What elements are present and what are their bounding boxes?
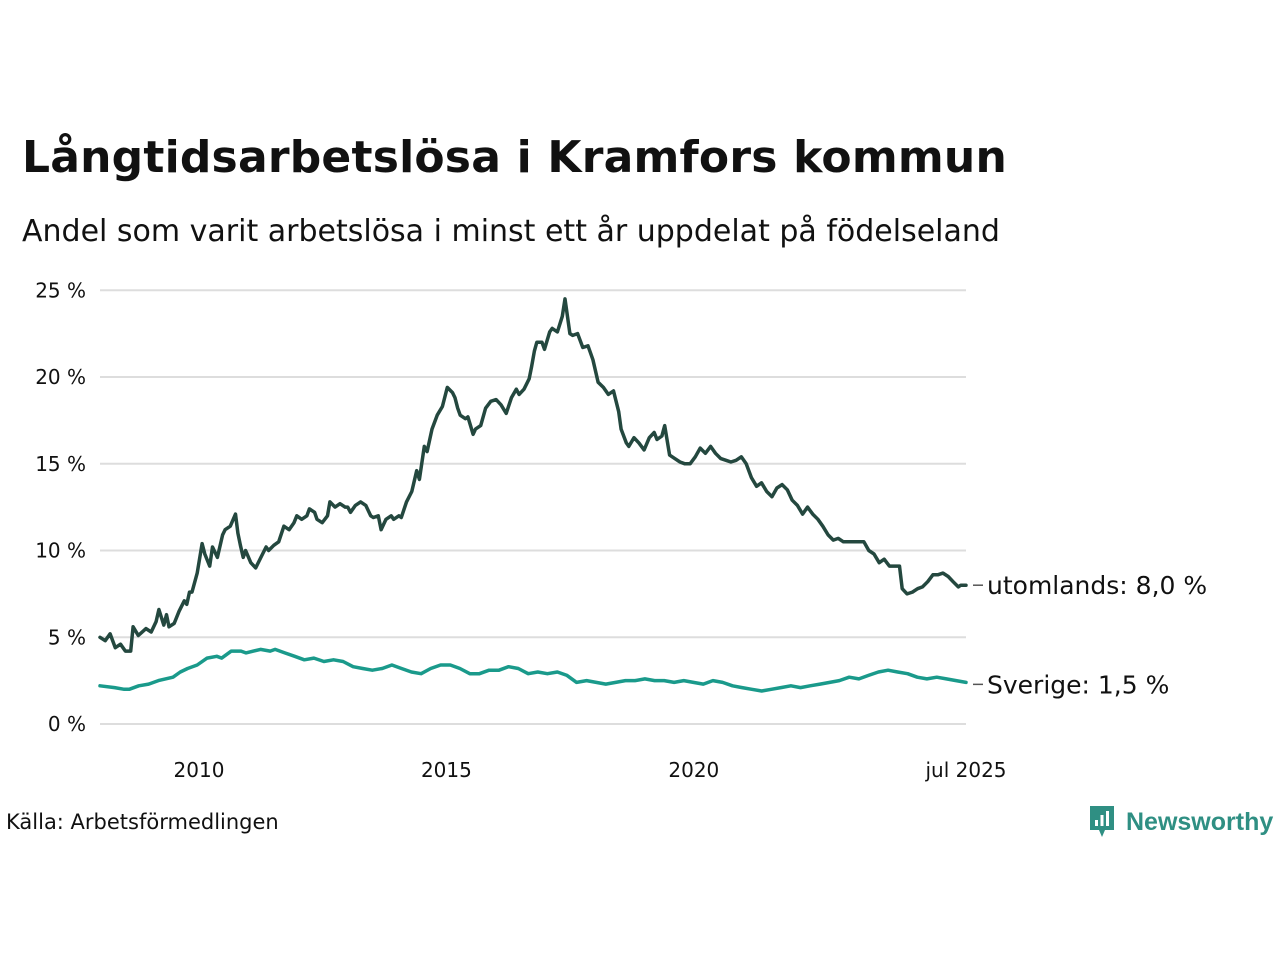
brand-name: Newsworthy [1126, 807, 1274, 836]
series-end-label-1: Sverige: 1,5 % [987, 670, 1169, 699]
series-end-label-0: utomlands: 8,0 % [987, 571, 1207, 600]
x-tick-label: jul 2025 [924, 758, 1006, 782]
chart-subtitle: Andel som varit arbetslösa i minst ett å… [22, 214, 1000, 249]
series-line-0 [98, 297, 968, 653]
series-line-1 [98, 647, 968, 693]
y-axis-ticks: 0 % 5 % 10 % 15 % 20 % 25 % [35, 278, 86, 736]
brand-logo[interactable]: Newsworthy [1088, 802, 1273, 842]
y-tick-label: 20 % [35, 365, 86, 389]
x-tick-label: 2020 [668, 758, 719, 782]
chart-title: Långtidsarbetslösa i Kramfors kommun [22, 132, 1007, 183]
x-axis-ticks: 2010 2015 2020 jul 2025 [174, 758, 1007, 782]
x-tick-label: 2015 [421, 758, 472, 782]
x-tick-label: 2010 [174, 758, 225, 782]
y-tick-label: 5 % [48, 625, 86, 649]
y-tick-label: 0 % [48, 712, 86, 736]
series-lines [98, 297, 968, 693]
y-tick-label: 15 % [35, 452, 86, 476]
newsworthy-bar-chart-icon [1090, 806, 1114, 837]
series-end-labels: utomlands: 8,0 % Sverige: 1,5 % [973, 571, 1207, 699]
y-tick-label: 10 % [35, 539, 86, 563]
y-tick-label: 25 % [35, 278, 86, 302]
source-note: Källa: Arbetsförmedlingen [6, 810, 279, 834]
grid-lines [100, 289, 966, 725]
